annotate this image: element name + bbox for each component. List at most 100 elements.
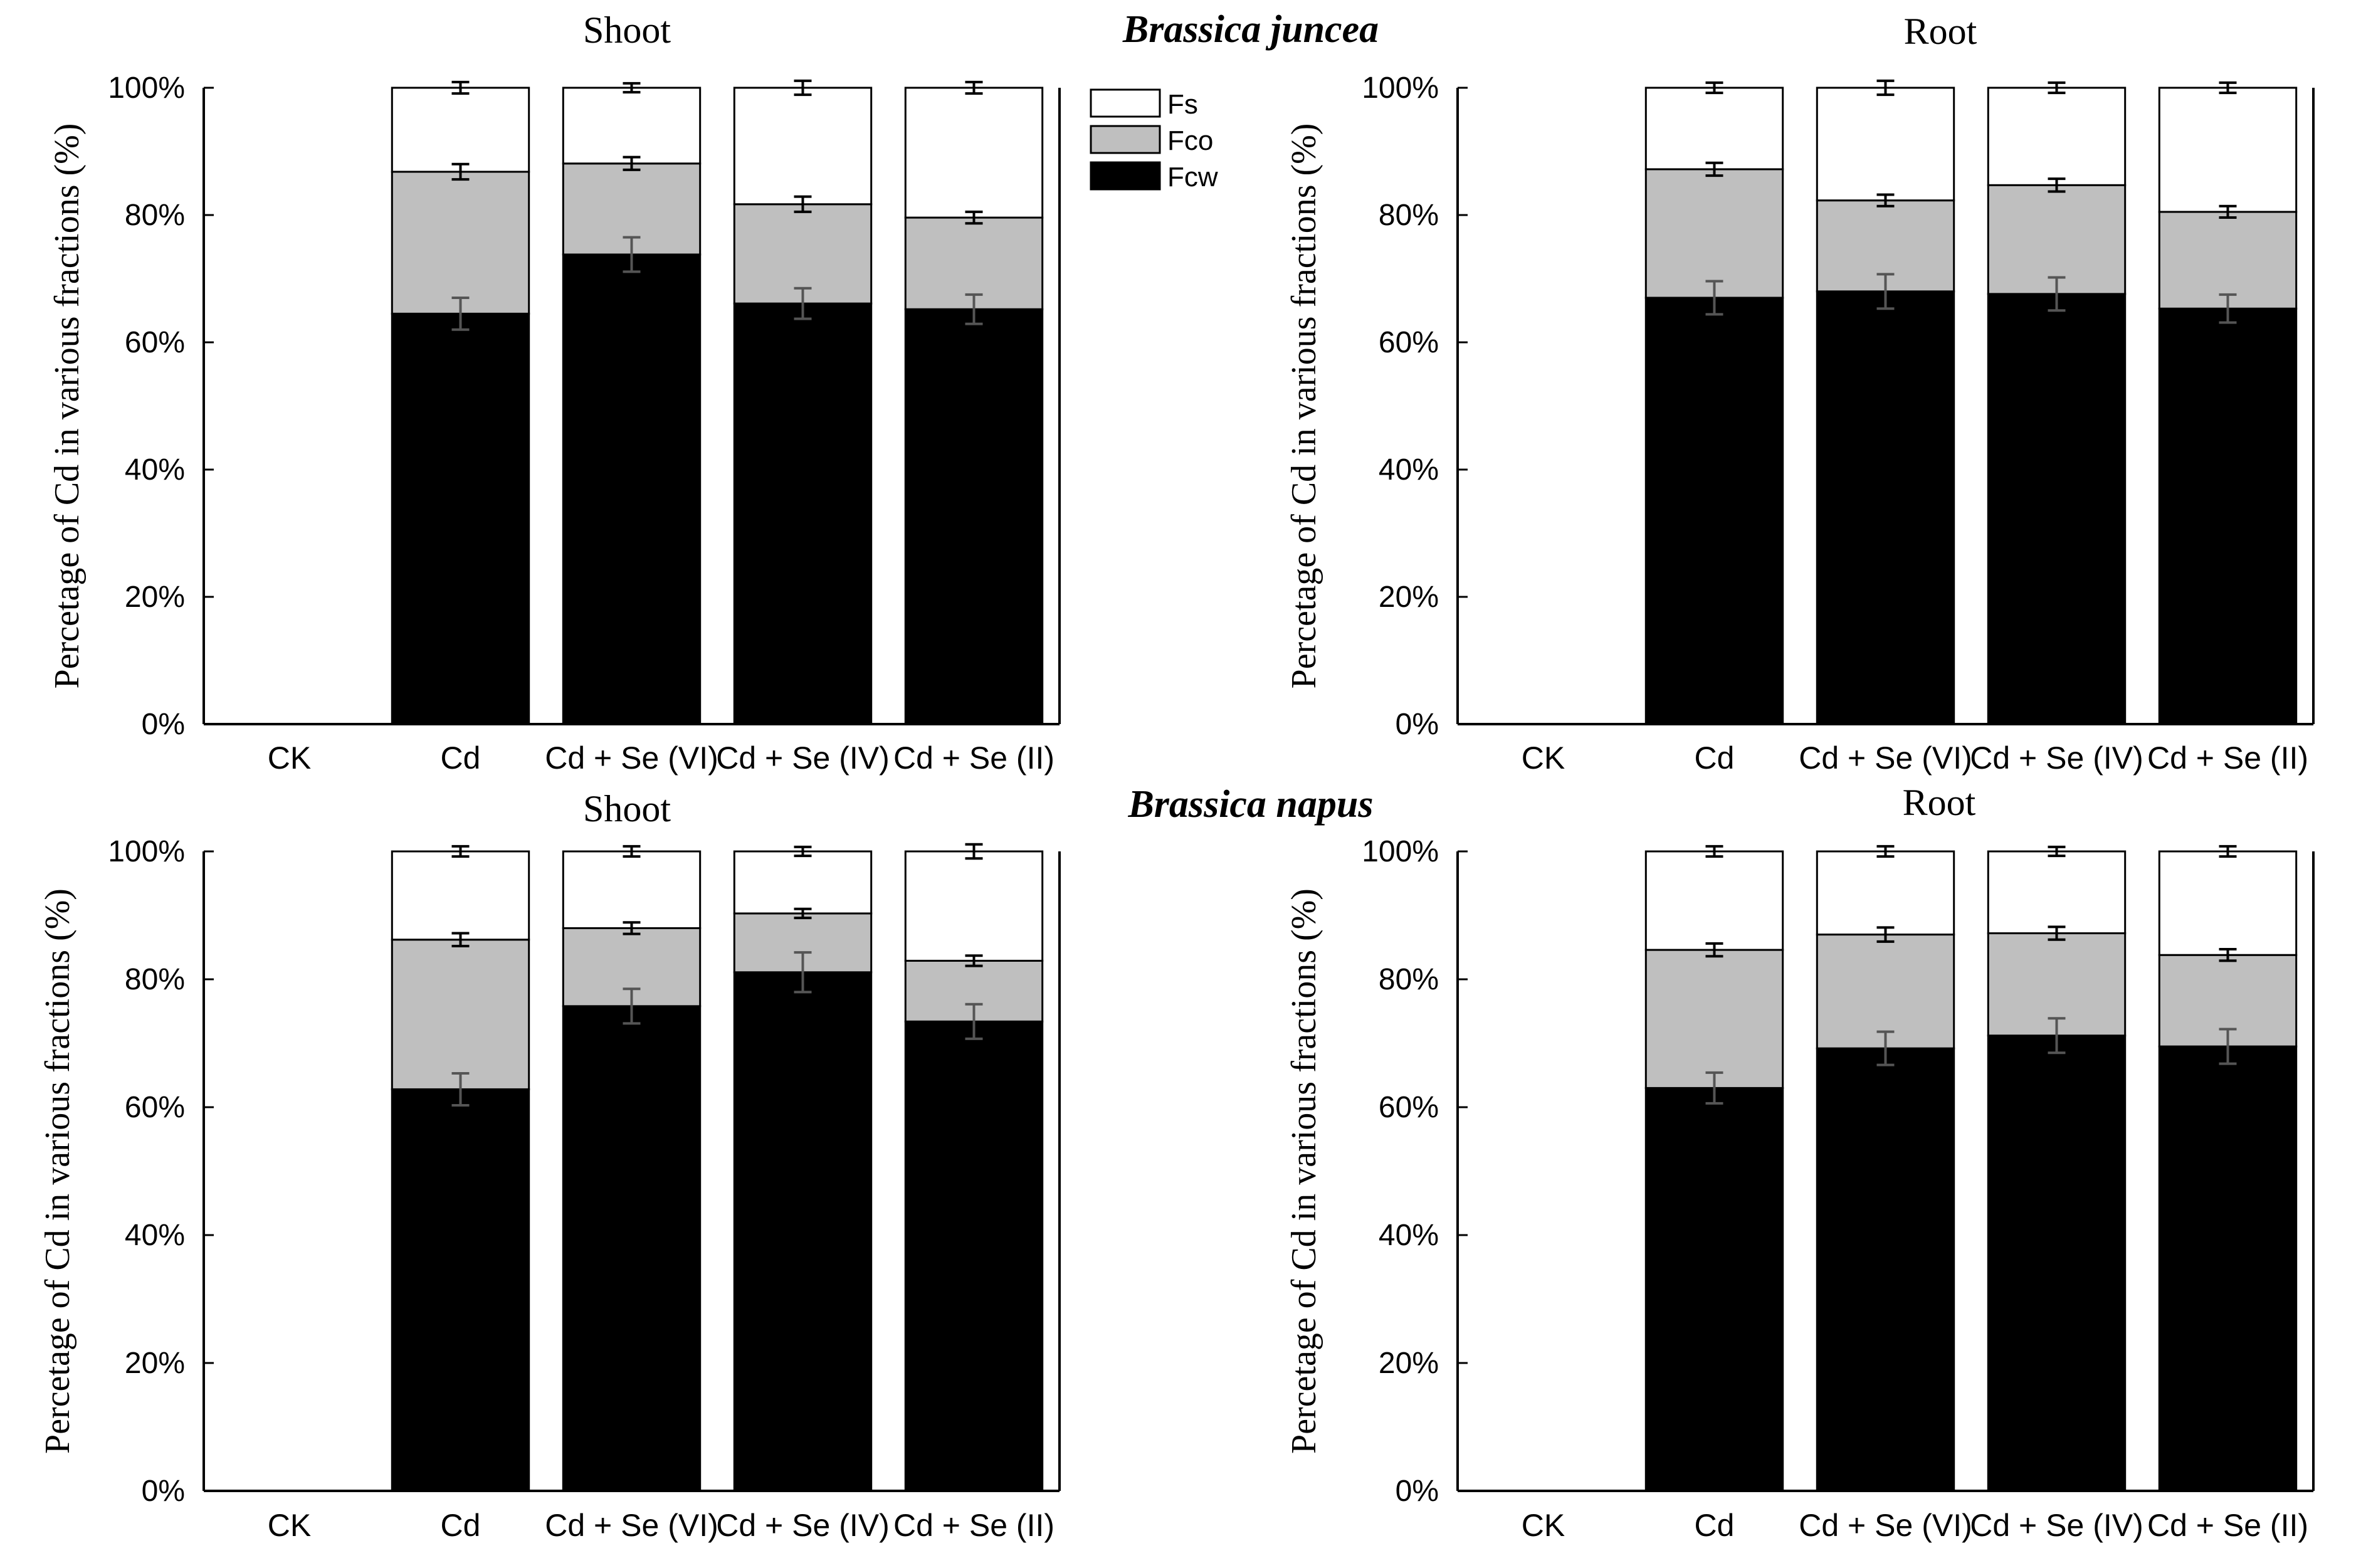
- bar-fs-cd-se-vi: [1816, 87, 1955, 202]
- bar-fco-cd: [1644, 168, 1784, 299]
- x-tick-label-cd-se-vi: Cd + Se (VI): [545, 740, 718, 776]
- y-tick-label: 60%: [125, 1091, 185, 1124]
- bar-fcw-cd-se-iv: [1987, 293, 2127, 725]
- y-tick-label: 80%: [125, 963, 185, 996]
- x-tick-label-cd: Cd: [441, 1508, 481, 1543]
- bar-fco-cd: [391, 939, 530, 1090]
- x-tick-label-ck: CK: [268, 740, 311, 776]
- x-tick-label-cd-se-iv: Cd + Se (IV): [716, 1508, 890, 1543]
- y-tick-label: 100%: [108, 835, 185, 868]
- y-tick-label: 0%: [142, 708, 185, 741]
- legend-label-fs: Fs: [1167, 89, 1198, 120]
- y-axis-label: Percetage of Cd in various fractions (%): [1285, 888, 1323, 1454]
- panel-brassica-juncea-shoot: Shoot Percetage of Cd in various fraction…: [48, 9, 1061, 776]
- y-tick-label: 40%: [125, 453, 185, 487]
- bar-fs-cd-se-iv: [733, 850, 873, 915]
- y-axis-label: Percetage of Cd in various fractions (%): [48, 124, 87, 689]
- bar-fs-cd-se-iv: [733, 87, 873, 206]
- panel-title: Root: [1904, 11, 1977, 52]
- panel-title: Root: [1903, 782, 1976, 823]
- panel-brassica-napus-shoot: Shoot Percetage of Cd in various fraction…: [38, 788, 1061, 1543]
- y-tick-label: 20%: [1379, 581, 1439, 614]
- bar-fcw-cd: [391, 312, 530, 725]
- x-tick-label-ck: CK: [1522, 740, 1565, 776]
- legend-label-fco: Fco: [1167, 125, 1213, 156]
- legend-swatch-fco: [1090, 125, 1161, 154]
- species-title-top: Brassica juncea: [1122, 8, 1379, 51]
- species-title-bottom: Brassica napus: [1127, 783, 1373, 826]
- x-tick-label-cd: Cd: [1695, 740, 1735, 776]
- bar-fco-cd-se-iv: [733, 203, 873, 305]
- x-tick-label-cd: Cd: [1695, 1508, 1735, 1543]
- bar-fs-cd-se-iv: [1987, 87, 2127, 186]
- bar-fco-cd: [1644, 949, 1784, 1089]
- y-tick-label: 40%: [1379, 1219, 1439, 1252]
- y-tick-label: 80%: [125, 199, 185, 232]
- x-tick-label-cd-se-ii: Cd + Se (II): [2147, 1508, 2308, 1543]
- bar-fcw-cd-se-iv: [733, 971, 873, 1492]
- bar-fcw-cd-se-vi: [1816, 290, 1955, 725]
- bar-fs-cd-se-vi: [1816, 850, 1955, 936]
- x-tick-label-cd-se-iv: Cd + Se (IV): [1970, 1508, 2143, 1543]
- y-tick-label: 60%: [1379, 326, 1439, 359]
- bar-fcw-cd-se-iv: [1987, 1034, 2127, 1492]
- bar-fcw-cd-se-vi: [1816, 1047, 1955, 1492]
- bar-fcw-cd: [1644, 1087, 1784, 1492]
- panel-brassica-napus-root: Root Percetage of Cd in various fractions…: [1285, 782, 2315, 1543]
- bar-fs-cd-se-ii: [2158, 850, 2298, 956]
- bar-fs-cd: [1644, 850, 1784, 951]
- x-tick-label-cd-se-iv: Cd + Se (IV): [716, 740, 890, 776]
- panel-brassica-juncea-root: Root Percetage of Cd in various fractions…: [1285, 11, 2315, 776]
- legend-label-fcw: Fcw: [1167, 162, 1218, 192]
- y-tick-label: 40%: [125, 1219, 185, 1252]
- y-tick-label: 40%: [1379, 453, 1439, 487]
- legend-swatch-fs: [1090, 88, 1161, 118]
- y-tick-label: 60%: [1379, 1091, 1439, 1124]
- bar-fco-cd: [391, 171, 530, 315]
- bar-fcw-cd-se-ii: [2158, 307, 2298, 725]
- x-tick-label-cd-se-vi: Cd + Se (VI): [1799, 1508, 1972, 1543]
- bar-fs-cd: [391, 850, 530, 941]
- bar-fs-cd-se-iv: [1987, 850, 2127, 935]
- bar-fcw-cd: [1644, 297, 1784, 725]
- bar-fcw-cd-se-vi: [562, 253, 702, 725]
- bar-fcw-cd-se-iv: [733, 302, 873, 725]
- y-tick-label: 0%: [142, 1475, 185, 1508]
- bar-fs-cd: [391, 87, 530, 173]
- bar-fco-cd-se-vi: [1816, 934, 1955, 1050]
- legend: Fs Fco Fcw: [1090, 88, 1218, 192]
- legend-swatch-fcw: [1090, 161, 1161, 191]
- y-tick-label: 100%: [1362, 71, 1439, 105]
- bar-fs-cd-se-vi: [562, 87, 702, 165]
- bar-fs-cd-se-ii: [904, 87, 1044, 219]
- y-tick-label: 80%: [1379, 199, 1439, 232]
- y-tick-label: 20%: [125, 1347, 185, 1380]
- bar-fs-cd-se-ii: [2158, 87, 2298, 213]
- y-tick-label: 60%: [125, 326, 185, 359]
- bar-fcw-cd-se-ii: [904, 308, 1044, 725]
- x-tick-label-ck: CK: [1522, 1508, 1565, 1543]
- x-tick-label-cd: Cd: [441, 740, 481, 776]
- y-axis-label: Percetage of Cd in various fractions (%): [1285, 124, 1323, 689]
- bar-fco-cd-se-ii: [2158, 211, 2298, 310]
- x-tick-label-ck: CK: [268, 1508, 311, 1543]
- x-tick-label-cd-se-ii: Cd + Se (II): [2147, 740, 2308, 776]
- bar-fcw-cd-se-ii: [2158, 1045, 2298, 1492]
- y-tick-label: 20%: [125, 581, 185, 614]
- y-tick-label: 0%: [1396, 1475, 1439, 1508]
- y-tick-label: 80%: [1379, 963, 1439, 996]
- x-tick-label-cd-se-iv: Cd + Se (IV): [1970, 740, 2143, 776]
- x-tick-label-cd-se-vi: Cd + Se (VI): [545, 1508, 718, 1543]
- x-tick-label-cd-se-ii: Cd + Se (II): [893, 1508, 1054, 1543]
- y-tick-label: 0%: [1396, 708, 1439, 741]
- x-tick-label-cd-se-vi: Cd + Se (VI): [1799, 740, 1972, 776]
- bar-fcw-cd-se-vi: [562, 1005, 702, 1492]
- x-tick-label-cd-se-ii: Cd + Se (II): [893, 740, 1054, 776]
- bar-fs-cd: [1644, 87, 1784, 171]
- y-tick-label: 100%: [1362, 835, 1439, 868]
- bar-fco-cd-se-iv: [1987, 184, 2127, 295]
- bar-fs-cd-se-vi: [562, 850, 702, 929]
- y-axis-label: Percetage of Cd in various fractions (%): [38, 888, 77, 1454]
- bar-fcw-cd-se-ii: [904, 1020, 1044, 1492]
